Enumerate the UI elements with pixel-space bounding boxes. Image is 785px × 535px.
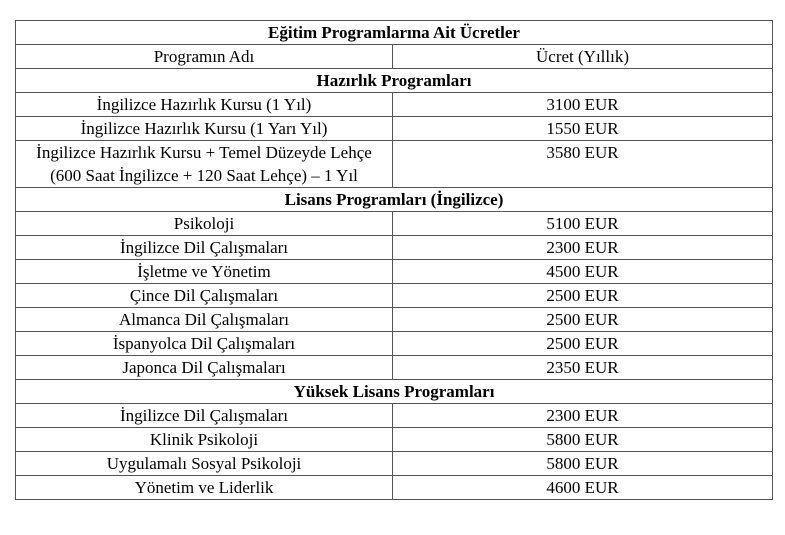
program-name: İşletme ve Yönetim bbox=[15, 259, 393, 284]
program-row: İngilizce Dil Çalışmaları 2300 EUR bbox=[15, 403, 773, 428]
program-fee: 3580 EUR bbox=[392, 140, 773, 188]
program-fee: 2500 EUR bbox=[392, 283, 773, 308]
program-fee: 5800 EUR bbox=[392, 427, 773, 452]
program-row: İngilizce Hazırlık Kursu + Temel Düzeyde… bbox=[15, 140, 773, 188]
program-fee: 4600 EUR bbox=[392, 475, 773, 500]
program-row: Yönetim ve Liderlik 4600 EUR bbox=[15, 475, 773, 500]
program-fee: 1550 EUR bbox=[392, 116, 773, 141]
program-name: Japonca Dil Çalışmaları bbox=[15, 355, 393, 380]
program-row: Klinik Psikoloji 5800 EUR bbox=[15, 427, 773, 452]
program-name: Yönetim ve Liderlik bbox=[15, 475, 393, 500]
program-fee: 5800 EUR bbox=[392, 451, 773, 476]
header-cell: Programın Adı bbox=[15, 44, 393, 69]
program-name: Almanca Dil Çalışmaları bbox=[15, 307, 393, 332]
program-name: İngilizce Hazırlık Kursu + Temel Düzeyde… bbox=[15, 140, 393, 188]
program-name: İngilizce Dil Çalışmaları bbox=[15, 403, 393, 428]
header-cell: Ücret (Yıllık) bbox=[392, 44, 773, 69]
section-row: Lisans Programları (İngilizce) bbox=[15, 187, 773, 212]
program-fee: 4500 EUR bbox=[392, 259, 773, 284]
program-name: Uygulamalı Sosyal Psikoloji bbox=[15, 451, 393, 476]
table-title: Eğitim Programlarına Ait Ücretler bbox=[15, 20, 773, 45]
section-title: Lisans Programları (İngilizce) bbox=[15, 187, 773, 212]
program-row: İngilizce Dil Çalışmaları 2300 EUR bbox=[15, 235, 773, 260]
program-name: İspanyolca Dil Çalışmaları bbox=[15, 331, 393, 356]
program-fee: 2350 EUR bbox=[392, 355, 773, 380]
program-name: İngilizce Hazırlık Kursu (1 Yarı Yıl) bbox=[15, 116, 393, 141]
program-row: İngilizce Hazırlık Kursu (1 Yıl) 3100 EUR bbox=[15, 92, 773, 117]
program-row: Uygulamalı Sosyal Psikoloji 5800 EUR bbox=[15, 451, 773, 476]
fee-table: Eğitim Programlarına Ait Ücretler Progra… bbox=[15, 20, 773, 500]
header-row: Programın Adı Ücret (Yıllık) bbox=[15, 44, 773, 69]
program-row: İngilizce Hazırlık Kursu (1 Yarı Yıl) 155… bbox=[15, 116, 773, 141]
program-fee: 3100 EUR bbox=[392, 92, 773, 117]
program-fee: 2500 EUR bbox=[392, 307, 773, 332]
section-row: Hazırlık Programları bbox=[15, 68, 773, 93]
program-name: İngilizce Dil Çalışmaları bbox=[15, 235, 393, 260]
program-row: Almanca Dil Çalışmaları 2500 EUR bbox=[15, 307, 773, 332]
program-fee: 5100 EUR bbox=[392, 211, 773, 236]
table-body: Eğitim Programlarına Ait Ücretler Progra… bbox=[15, 20, 773, 500]
program-fee: 2300 EUR bbox=[392, 235, 773, 260]
section-row: Yüksek Lisans Programları bbox=[15, 379, 773, 404]
title-row: Eğitim Programlarına Ait Ücretler bbox=[15, 20, 773, 45]
program-row: Japonca Dil Çalışmaları 2350 EUR bbox=[15, 355, 773, 380]
program-row: İşletme ve Yönetim 4500 EUR bbox=[15, 259, 773, 284]
program-row: Çince Dil Çalışmaları 2500 EUR bbox=[15, 283, 773, 308]
section-title: Yüksek Lisans Programları bbox=[15, 379, 773, 404]
program-fee: 2300 EUR bbox=[392, 403, 773, 428]
program-row: Psikoloji 5100 EUR bbox=[15, 211, 773, 236]
program-row: İspanyolca Dil Çalışmaları 2500 EUR bbox=[15, 331, 773, 356]
program-name: Klinik Psikoloji bbox=[15, 427, 393, 452]
section-title: Hazırlık Programları bbox=[15, 68, 773, 93]
program-name: Psikoloji bbox=[15, 211, 393, 236]
program-name: Çince Dil Çalışmaları bbox=[15, 283, 393, 308]
program-name: İngilizce Hazırlık Kursu (1 Yıl) bbox=[15, 92, 393, 117]
program-fee: 2500 EUR bbox=[392, 331, 773, 356]
